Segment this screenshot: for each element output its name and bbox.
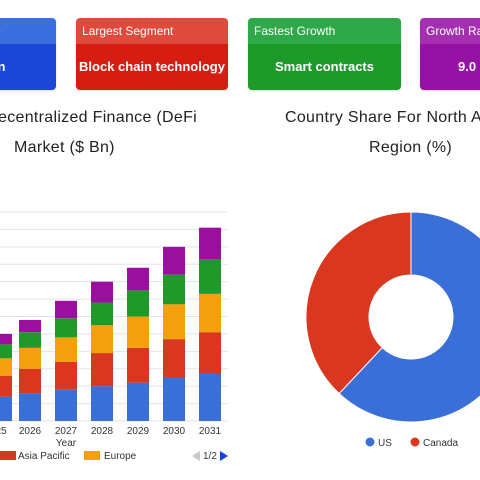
bar-segment-2031-series-4[interactable]: [199, 227, 221, 260]
kpi-card-largest-segment-value: Block chain technology: [76, 44, 228, 90]
x-tick-label: 2027: [55, 426, 78, 437]
kpi-card-growth-rate: Growth Ra 9.0: [420, 18, 480, 90]
legend-label[interactable]: Europe: [104, 451, 137, 462]
bar-chart-legend: Asia Pacific Europe 1/2: [0, 451, 228, 462]
legend-swatch: [0, 451, 16, 460]
pie-chart-legend: US Canada: [365, 437, 458, 449]
x-tick-label: 25: [0, 426, 7, 437]
kpi-card-region-head: re: [0, 18, 56, 44]
bar-segment-2031-series-2[interactable]: [199, 293, 221, 333]
bar-chart-marks: [0, 227, 221, 421]
bar-segment-2028-series-1[interactable]: [91, 353, 113, 387]
x-tick-label: 2028: [91, 426, 114, 437]
bar-segment-2027-series-4[interactable]: [55, 300, 77, 319]
bar-chart-grid: [0, 211, 228, 422]
x-tick-label: 2031: [199, 426, 222, 437]
bar-segment-2030-series-4[interactable]: [163, 246, 185, 275]
bar-segment-2030-series-3[interactable]: [163, 274, 185, 305]
bar-segment-2028-series-0[interactable]: [91, 386, 113, 421]
x-tick-label: 2029: [127, 426, 150, 437]
legend-prev-page-icon[interactable]: [192, 451, 200, 461]
bar-segment-25-series-1[interactable]: [0, 375, 12, 397]
legend-label[interactable]: Asia Pacific: [18, 451, 70, 462]
kpi-card-region-value: ion: [0, 44, 56, 90]
legend-page-indicator: 1/2: [203, 451, 217, 462]
bar-segment-2030-series-2[interactable]: [163, 304, 185, 340]
kpi-card-largest-segment-head: Largest Segment: [76, 18, 228, 44]
donut-slice-us[interactable]: [338, 211, 480, 423]
bar-segment-2030-series-1[interactable]: [163, 339, 185, 378]
pie-chart-title-line2: Region (%): [369, 139, 453, 156]
bar-segment-2031-series-1[interactable]: [199, 332, 221, 374]
kpi-card-fastest-growth-head: Fastest Growth: [248, 18, 401, 44]
legend-next-page-icon[interactable]: [220, 451, 228, 461]
x-tick-label: 2026: [19, 426, 42, 437]
bar-segment-2027-series-2[interactable]: [55, 337, 77, 362]
bar-segment-2029-series-3[interactable]: [127, 290, 149, 317]
bar-segment-2031-series-0[interactable]: [199, 373, 221, 421]
pie-chart-marks: [305, 211, 480, 423]
bar-segment-2026-series-3[interactable]: [19, 332, 41, 348]
bar-chart-x-ticks: 25 2026 2027 2028 2029 2030 2031: [0, 426, 222, 437]
kpi-card-fastest-growth-value: Smart contracts: [248, 44, 401, 90]
bar-chart-title-line1: ecentralized Finance (DeFi: [0, 109, 197, 126]
pie-chart-title-line1: Country Share For North A: [285, 109, 480, 126]
legend-swatch: [84, 451, 100, 460]
kpi-card-largest-segment: Largest Segment Block chain technology: [76, 18, 228, 90]
bar-segment-2029-series-0[interactable]: [127, 382, 149, 421]
bar-segment-2029-series-1[interactable]: [127, 347, 149, 383]
bar-segment-2027-series-0[interactable]: [55, 389, 77, 421]
bar-segment-2031-series-3[interactable]: [199, 259, 221, 294]
bar-segment-2028-series-3[interactable]: [91, 302, 113, 326]
bar-segment-2026-series-1[interactable]: [19, 368, 41, 394]
bar-segment-2026-series-4[interactable]: [19, 319, 41, 333]
bar-segment-2029-series-4[interactable]: [127, 267, 149, 291]
donut-slice-canada[interactable]: [305, 211, 412, 395]
bar-segment-2027-series-3[interactable]: [55, 318, 77, 338]
legend-dot: [410, 437, 420, 447]
kpi-card-region: re ion: [0, 18, 56, 90]
kpi-card-fastest-growth: Fastest Growth Smart contracts: [248, 18, 401, 90]
legend-label[interactable]: US: [378, 438, 392, 449]
bar-segment-2028-series-4[interactable]: [91, 281, 113, 303]
bar-segment-25-series-3[interactable]: [0, 344, 12, 359]
x-tick-label: 2030: [163, 426, 186, 437]
bar-segment-2026-series-0[interactable]: [19, 393, 41, 421]
bar-chart-x-axis-label: Year: [56, 438, 77, 449]
kpi-card-growth-rate-value: 9.0: [420, 44, 480, 90]
legend-dot: [365, 437, 375, 447]
kpi-card-growth-rate-head: Growth Ra: [420, 18, 480, 44]
bar-segment-2029-series-2[interactable]: [127, 316, 149, 348]
legend-label[interactable]: Canada: [423, 438, 458, 449]
bar-segment-25-series-4[interactable]: [0, 333, 12, 345]
bar-segment-2027-series-1[interactable]: [55, 361, 77, 390]
bar-segment-25-series-0[interactable]: [0, 396, 12, 421]
bar-segment-2026-series-2[interactable]: [19, 347, 41, 369]
bar-segment-2028-series-2[interactable]: [91, 325, 113, 354]
bar-segment-2030-series-0[interactable]: [163, 377, 185, 421]
bar-segment-25-series-2[interactable]: [0, 358, 12, 376]
bar-chart-title-line2: Market ($ Bn): [14, 139, 115, 156]
